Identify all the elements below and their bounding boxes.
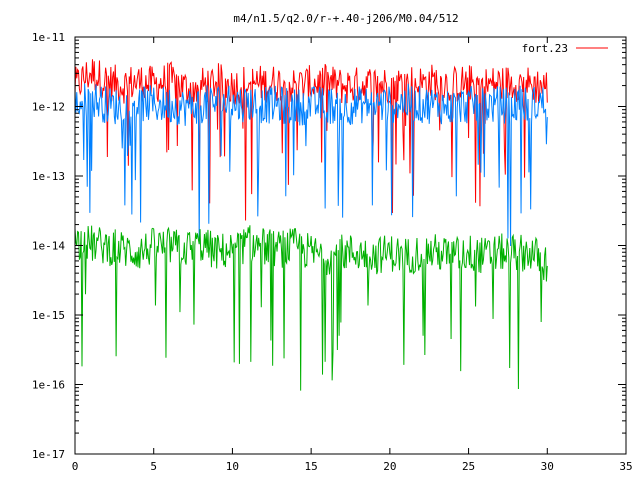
x-tick-label: 15 [305,460,318,473]
legend-label: fort.23 [522,42,568,55]
x-tick-label: 0 [72,460,79,473]
y-tick-label: 1e-11 [32,31,65,44]
series-line-1 [74,83,548,246]
y-tick-label: 1e-17 [32,448,65,461]
x-tick-label: 5 [150,460,157,473]
legend: fort.23 [522,42,608,55]
y-tick-label: 1e-14 [32,240,65,253]
y-tick-label: 1e-16 [32,379,65,392]
series-line-2 [74,225,548,391]
y-tick-label: 1e-15 [32,309,65,322]
axes-layer: 0 5 10 15 20 25 30 35 1e-17 1e-16 1e-15 1e-14 1e-13 1… [32,31,633,473]
x-tick-label: 20 [383,460,396,473]
x-tick-label: 35 [619,460,632,473]
x-tick-label: 30 [541,460,554,473]
series-line-0 [74,59,548,221]
series-layer [74,59,548,391]
x-tick-label: 25 [462,460,475,473]
x-tick-label: 10 [226,460,239,473]
y-tick-label: 1e-12 [32,101,65,114]
y-tick-label: 1e-13 [32,170,65,183]
chart-title: m4/n1.5/q2.0/r-+.40-j206/M0.04/512 [233,12,458,25]
